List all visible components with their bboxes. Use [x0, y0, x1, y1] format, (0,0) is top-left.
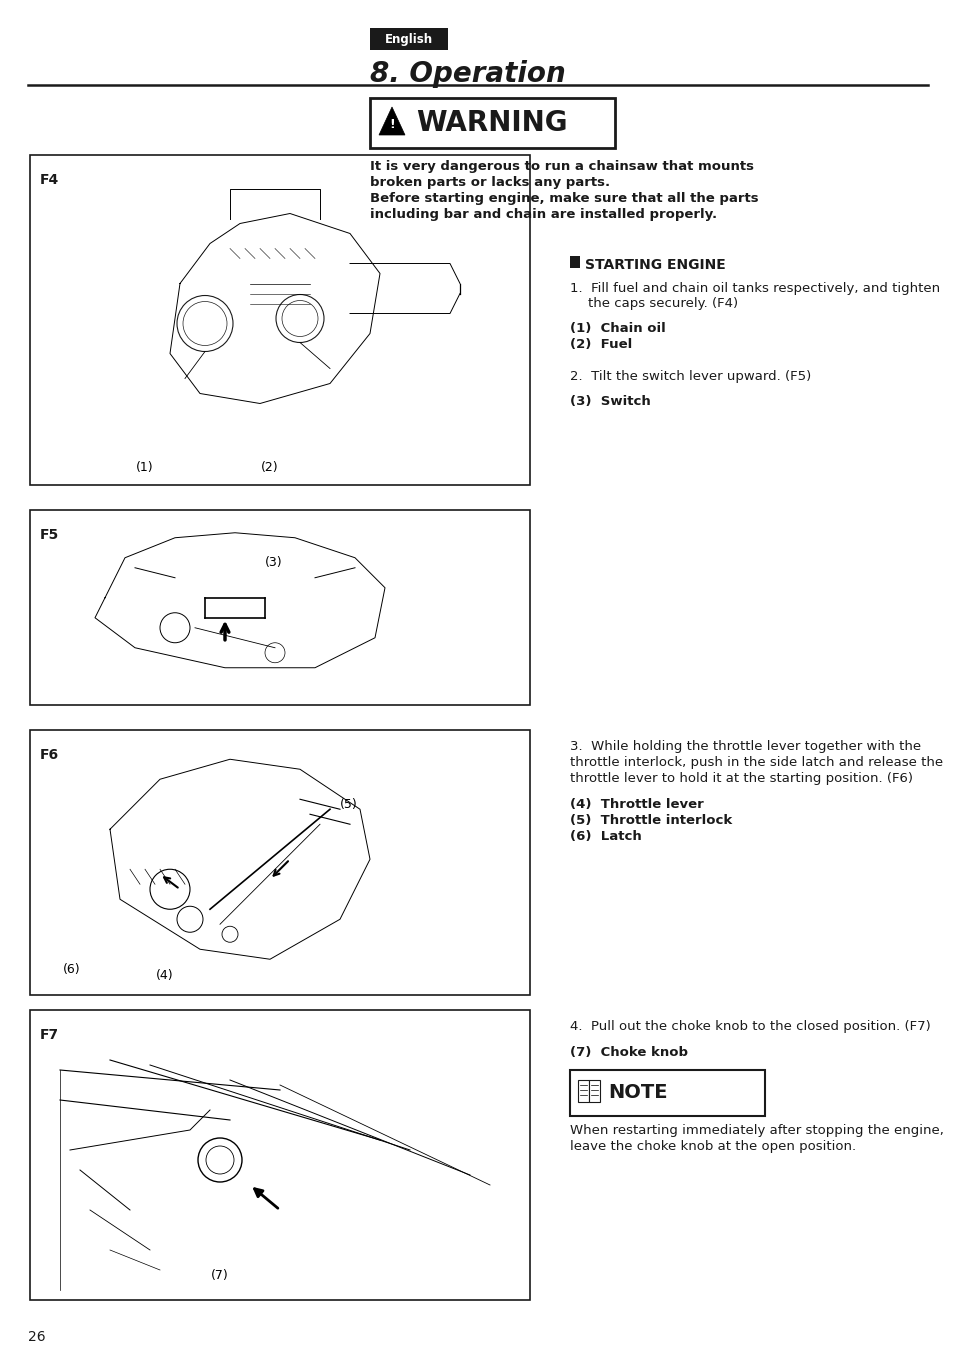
Text: 1.  Fill fuel and chain oil tanks respectively, and tighten: 1. Fill fuel and chain oil tanks respect… [569, 282, 939, 295]
Bar [370, 28, 448, 50]
Text: 26: 26 [28, 1330, 46, 1344]
Text: the caps securely. (F4): the caps securely. (F4) [587, 297, 738, 310]
Text: (1)  Chain oil: (1) Chain oil [569, 322, 665, 336]
Bar [578, 1080, 588, 1103]
Text: 4.  Pull out the choke knob to the closed position. (F7): 4. Pull out the choke knob to the closed… [569, 1020, 930, 1033]
Text: (3): (3) [265, 557, 282, 569]
Text: When restarting immediately after stopping the engine,: When restarting immediately after stoppi… [569, 1124, 943, 1136]
Text: (2): (2) [261, 461, 278, 473]
Text: (3)  Switch: (3) Switch [569, 395, 650, 408]
Text: 2.  Tilt the switch lever upward. (F5): 2. Tilt the switch lever upward. (F5) [569, 369, 810, 383]
Text: (5): (5) [339, 798, 357, 810]
Text: F5: F5 [40, 528, 59, 542]
Bar [30, 1010, 530, 1299]
Text: (7)  Choke knob: (7) Choke knob [569, 1046, 687, 1060]
Text: It is very dangerous to run a chainsaw that mounts: It is very dangerous to run a chainsaw t… [370, 160, 753, 173]
Text: F6: F6 [40, 748, 59, 762]
Text: 3.  While holding the throttle lever together with the: 3. While holding the throttle lever toge… [569, 740, 921, 754]
Text: !: ! [389, 117, 395, 131]
Text: throttle lever to hold it at the starting position. (F6): throttle lever to hold it at the startin… [569, 772, 912, 785]
Text: (5)  Throttle interlock: (5) Throttle interlock [569, 814, 732, 828]
Text: (2)  Fuel: (2) Fuel [569, 338, 632, 350]
Text: (1): (1) [136, 461, 153, 473]
Polygon shape [378, 106, 405, 135]
Bar [569, 1070, 764, 1116]
Text: F4: F4 [40, 173, 59, 187]
Bar [569, 256, 579, 268]
Text: (6): (6) [63, 964, 81, 976]
Text: (4)  Throttle lever: (4) Throttle lever [569, 798, 703, 811]
Text: leave the choke knob at the open position.: leave the choke knob at the open positio… [569, 1140, 855, 1153]
Bar [588, 1080, 599, 1103]
Text: broken parts or lacks any parts.: broken parts or lacks any parts. [370, 177, 610, 189]
Text: (4): (4) [156, 968, 173, 981]
Text: F7: F7 [40, 1029, 59, 1042]
Text: (7): (7) [211, 1268, 229, 1282]
Text: STARTING ENGINE: STARTING ENGINE [584, 257, 725, 272]
Text: Before starting engine, make sure that all the parts: Before starting engine, make sure that a… [370, 191, 758, 205]
Bar [30, 510, 530, 705]
Text: including bar and chain are installed properly.: including bar and chain are installed pr… [370, 208, 717, 221]
Bar [30, 731, 530, 995]
Text: (6)  Latch: (6) Latch [569, 830, 641, 842]
Bar [30, 155, 530, 485]
Text: throttle interlock, push in the side latch and release the: throttle interlock, push in the side lat… [569, 756, 943, 768]
Text: English: English [384, 32, 433, 46]
Text: 8. Operation: 8. Operation [370, 61, 565, 88]
Bar [370, 98, 615, 148]
Text: WARNING: WARNING [416, 109, 567, 137]
Text: NOTE: NOTE [607, 1084, 667, 1103]
